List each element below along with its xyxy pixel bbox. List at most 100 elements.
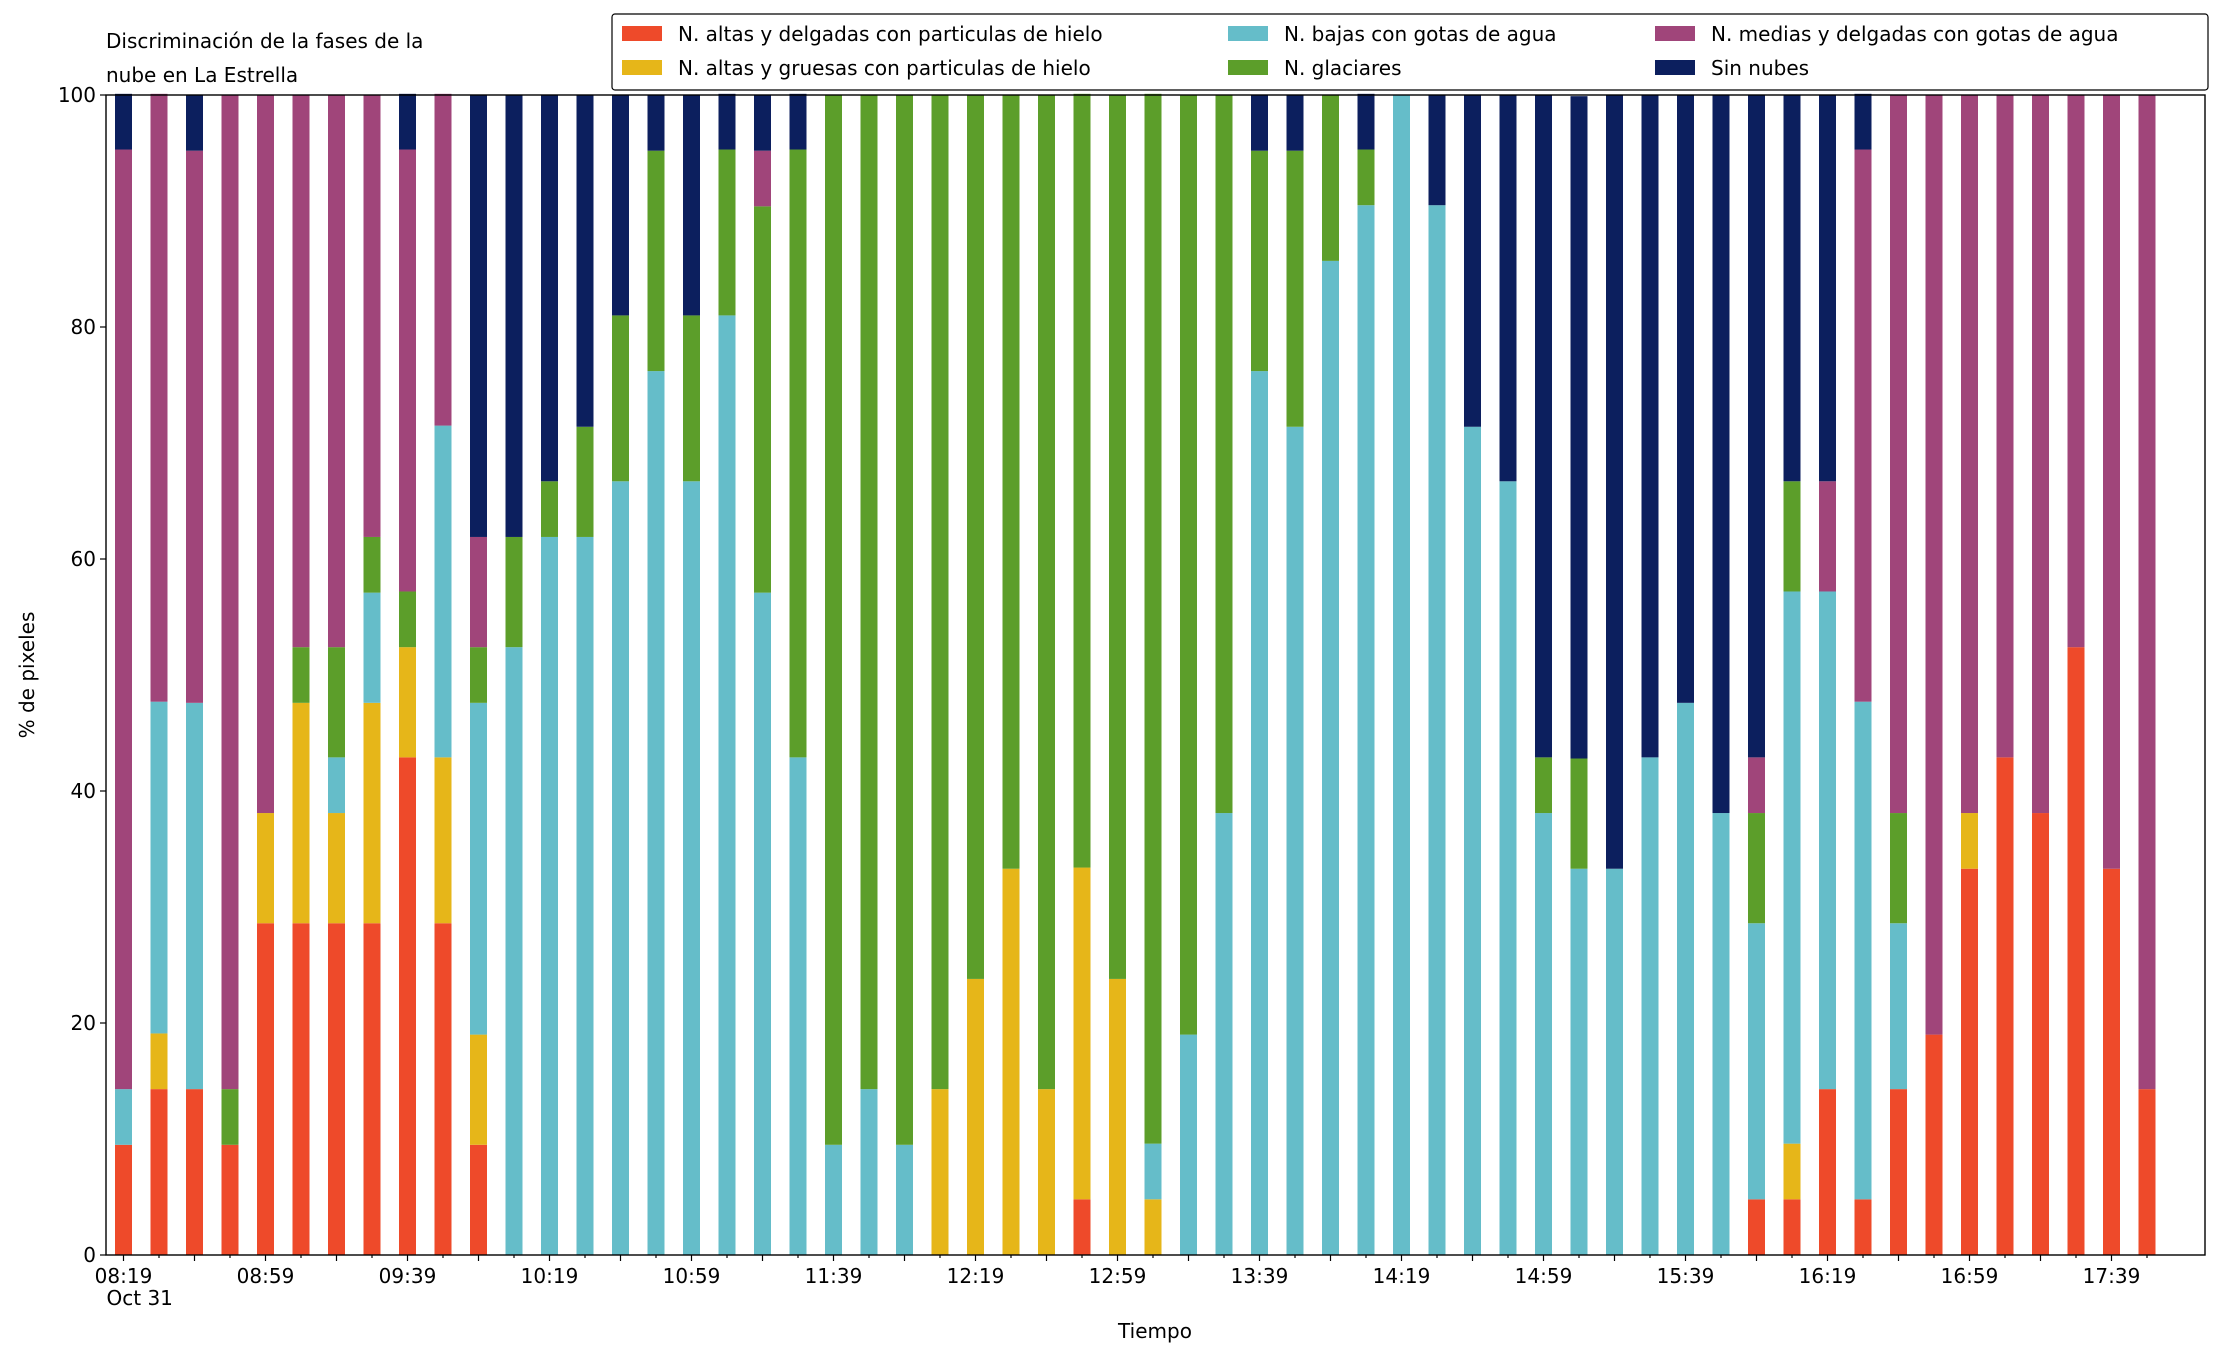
bar-segment (1677, 95, 1694, 703)
bar-segment (541, 481, 558, 537)
bar-segment (470, 536, 487, 648)
bar-segment (399, 93, 416, 150)
bar-segment (1783, 95, 1801, 482)
bar-segment (718, 93, 736, 150)
bar-segment (1535, 757, 1552, 814)
chart-title: nube en La Estrella (106, 63, 298, 87)
y-tick-label: 60 (71, 547, 96, 571)
legend-label: N. altas y delgadas con particulas de hi… (678, 22, 1103, 46)
bar-segment (221, 1144, 239, 1255)
y-tick-label: 40 (71, 779, 96, 803)
x-tick-label: 08:59 (237, 1264, 295, 1288)
plot-frame (105, 94, 2206, 1256)
legend-label: N. glaciares (1284, 56, 1402, 80)
x-tick-label: 10:19 (521, 1264, 579, 1288)
bar-segment (612, 315, 629, 482)
bar-segment (1286, 426, 1304, 1255)
bar-segment (186, 702, 203, 1090)
bar-segment (860, 95, 878, 1090)
x-date-label: Oct 31 (107, 1286, 173, 1310)
legend-swatch (622, 60, 662, 75)
bar-segment (1996, 757, 2014, 1255)
bar-segment (1073, 867, 1091, 1200)
bar-segment (363, 95, 381, 537)
bar-segment (328, 95, 345, 648)
bar-segment (1641, 757, 1659, 1255)
bar-segment (1854, 1199, 1872, 1255)
bar-segment (1286, 95, 1304, 151)
legend-swatch (1228, 60, 1268, 75)
bar-segment (221, 1089, 239, 1145)
bar-segment (363, 592, 381, 703)
bar-segment (115, 149, 132, 1090)
bar-segment (2103, 868, 2120, 1255)
bar-segment (505, 536, 523, 648)
bar-segment (860, 1089, 878, 1255)
bar-segment (1357, 205, 1375, 1256)
bar-segment (1180, 1034, 1197, 1255)
bar-segment (1499, 481, 1517, 1255)
bar-segment (1783, 1199, 1801, 1255)
bar-segment (1890, 95, 1907, 814)
bar-segment (470, 1034, 487, 1145)
x-tick-label: 14:59 (1515, 1264, 1573, 1288)
bar-segment (2138, 95, 2156, 1090)
x-tick-label: 13:39 (1231, 1264, 1289, 1288)
bar-segment (612, 95, 629, 316)
bar-segment (434, 757, 452, 924)
bar-segment (1890, 1089, 1907, 1255)
bar-segment (1144, 1199, 1162, 1255)
bar-segment (1322, 95, 1339, 261)
bar-segment (257, 95, 274, 814)
bar-segment (1961, 95, 1978, 814)
bar-segment (434, 425, 452, 758)
bar-segment (328, 923, 345, 1255)
chart-title: Discriminación de la fases de la (106, 29, 423, 53)
bar-segment (1251, 371, 1268, 1256)
bar-segment (150, 701, 168, 1034)
bar-segment (967, 978, 984, 1255)
legend-swatch (1655, 60, 1695, 75)
bar-segment (541, 536, 558, 1255)
y-tick-label: 80 (71, 315, 96, 339)
bar-segment (2067, 95, 2085, 648)
bar-segment (1038, 95, 1055, 1090)
bar-segment (1748, 923, 1765, 1200)
bar-segment (1570, 868, 1588, 1255)
legend-label: N. medias y delgadas con gotas de agua (1711, 22, 2119, 46)
bar-segment (1819, 481, 1836, 592)
bar-segment (470, 647, 487, 703)
x-tick-label: 11:39 (805, 1264, 863, 1288)
bar-segment (1570, 96, 1588, 759)
legend-swatch (1655, 26, 1695, 41)
bar-segment (399, 591, 416, 648)
x-tick-label: 12:19 (947, 1264, 1005, 1288)
bar-segment (789, 149, 807, 758)
y-tick-label: 100 (58, 83, 96, 107)
x-tick-label: 15:39 (1657, 1264, 1715, 1288)
x-axis-label: Tiempo (1117, 1319, 1192, 1343)
bar-segment (470, 702, 487, 1035)
bar-segment (1925, 1034, 1943, 1255)
bar-segment (1570, 758, 1588, 869)
bar-segment (2103, 95, 2120, 869)
bar-segment (825, 95, 842, 1145)
y-axis-label: % de pixeles (15, 612, 39, 739)
legend-swatch (622, 26, 662, 41)
bar-segment (1854, 701, 1872, 1200)
bar-segment (150, 1089, 168, 1255)
bar-segment (718, 149, 736, 316)
x-tick-label: 16:59 (1941, 1264, 1999, 1288)
bar-segment (505, 647, 523, 1255)
bar-segment (186, 1089, 203, 1255)
bar-segment (825, 1144, 842, 1255)
bar-segment (576, 95, 594, 427)
bar-segment (1819, 591, 1836, 1090)
bar-segment (292, 702, 310, 924)
bar-segment (434, 93, 452, 426)
bar-segment (1606, 95, 1623, 869)
bar-segment (1180, 95, 1197, 1035)
legend-box (611, 13, 2209, 91)
bar-segment (647, 95, 665, 151)
bar-segment (1783, 591, 1801, 1144)
